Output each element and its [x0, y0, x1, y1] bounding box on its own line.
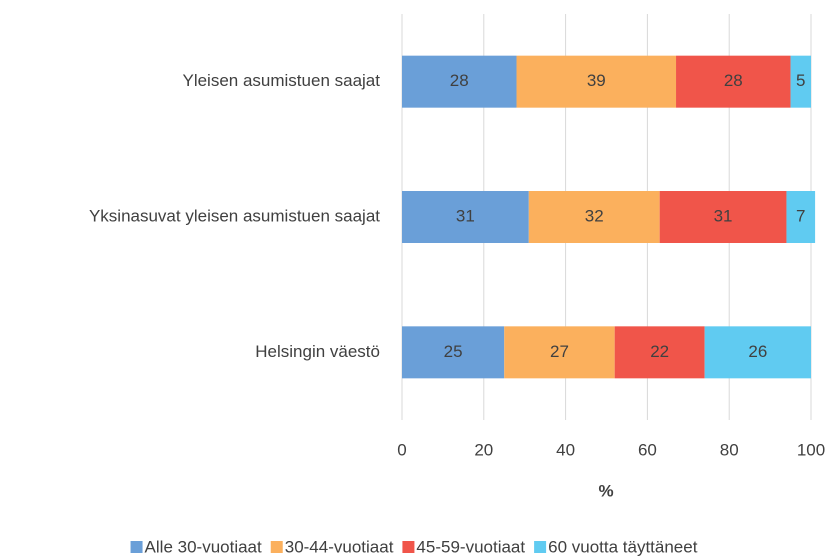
bar-segment [402, 55, 517, 108]
y-tick-label: Helsingin väestö [255, 342, 380, 361]
legend-swatch [402, 541, 415, 553]
data-label: 22 [650, 342, 669, 361]
data-label: 26 [748, 342, 767, 361]
data-label: 27 [550, 342, 569, 361]
bar-segment [614, 326, 705, 379]
x-tick-label: 40 [556, 440, 575, 459]
legend-label: Alle 30-vuotiaat [145, 537, 262, 556]
bar-segment [704, 326, 811, 379]
data-label: 5 [796, 71, 805, 90]
data-label: 7 [796, 206, 805, 225]
y-tick-label: Yleisen asumistuen saajat [182, 71, 380, 90]
legend: Alle 30-vuotiaat 30-44-vuotiaat 45-59-vuot… [130, 537, 698, 556]
bar-segment [528, 191, 660, 243]
legend-label: 45-59-vuotiaat [416, 537, 525, 556]
data-label: 28 [724, 71, 743, 90]
legend-label: 60 vuotta täyttäneet [548, 537, 698, 556]
bar-segment [676, 55, 791, 108]
legend-label: 30-44-vuotiaat [285, 537, 394, 556]
bar-segment [516, 55, 677, 108]
data-label: 31 [456, 206, 475, 225]
x-tick-label: 0 [397, 440, 406, 459]
bar-segment [659, 191, 787, 243]
x-tick-label: 100 [797, 440, 825, 459]
data-label: 28 [450, 71, 469, 90]
bar-segment [402, 326, 505, 379]
legend-swatch [270, 541, 283, 553]
legend-swatch [534, 541, 547, 553]
data-label: 25 [444, 342, 463, 361]
x-tick-label: 20 [474, 440, 493, 459]
legend-swatch [130, 541, 143, 553]
x-axis-label: % [598, 481, 613, 500]
data-label: 32 [585, 206, 604, 225]
data-label: 39 [587, 71, 606, 90]
bar-segment [504, 326, 615, 379]
bar-segment [402, 191, 529, 243]
y-tick-label: Yksinasuvat yleisen asumistuen saajat [89, 206, 380, 225]
data-label: 31 [714, 206, 733, 225]
bar-segment [786, 191, 816, 243]
bar-segment [790, 55, 811, 108]
x-tick-label: 80 [720, 440, 739, 459]
x-tick-label: 60 [638, 440, 657, 459]
